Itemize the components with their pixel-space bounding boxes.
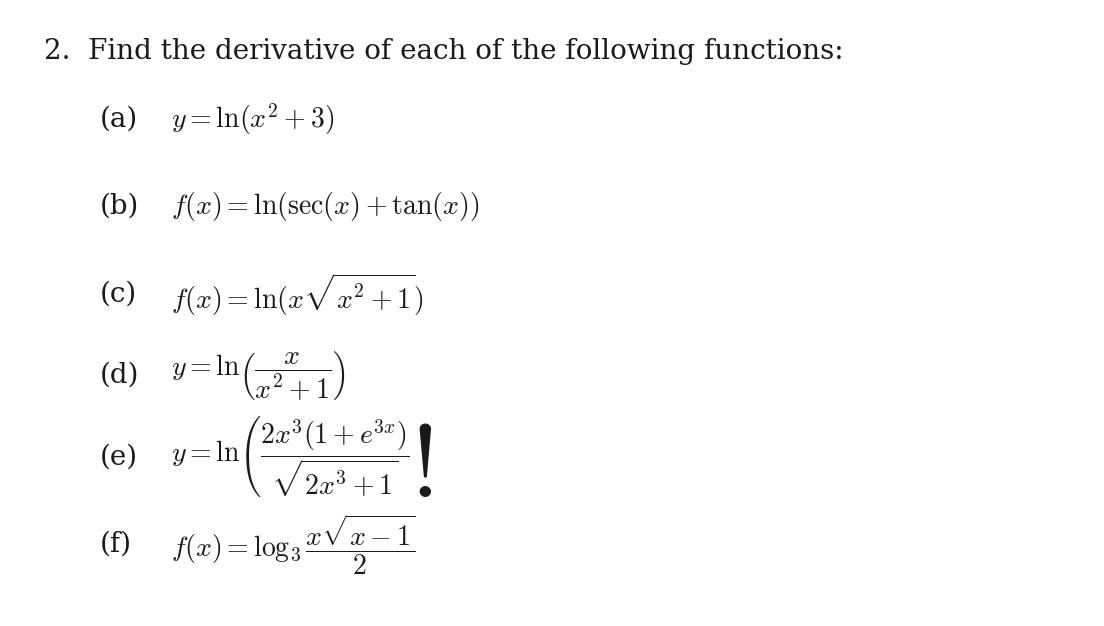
Text: (c): (c) [99, 280, 137, 308]
Text: (e): (e) [99, 443, 138, 471]
Text: $f(x) = \ln(x\sqrt{x^2 + 1})$: $f(x) = \ln(x\sqrt{x^2 + 1})$ [171, 271, 424, 317]
Text: $y = \ln(x^2 + 3)$: $y = \ln(x^2 + 3)$ [171, 101, 335, 136]
Text: 2.  Find the derivative of each of the following functions:: 2. Find the derivative of each of the fo… [44, 38, 843, 64]
Text: $f(x) = \log_3 \dfrac{x\sqrt{x-1}}{2}$: $f(x) = \log_3 \dfrac{x\sqrt{x-1}}{2}$ [171, 513, 416, 577]
Text: (a): (a) [99, 105, 138, 133]
Text: (d): (d) [99, 362, 139, 389]
Text: (f): (f) [99, 531, 131, 558]
Text: $y = \ln\!\left(\dfrac{2x^3(1+e^{3x})}{\sqrt{2x^3+1}}\right)$: $y = \ln\!\left(\dfrac{2x^3(1+e^{3x})}{\… [171, 414, 433, 500]
Text: $y = \ln\!\left(\dfrac{x}{x^2+1}\right)$: $y = \ln\!\left(\dfrac{x}{x^2+1}\right)$ [171, 349, 346, 402]
Text: (b): (b) [99, 193, 139, 220]
Text: $f(x) = \ln(\sec(x) + \tan(x))$: $f(x) = \ln(\sec(x) + \tan(x))$ [171, 190, 479, 223]
